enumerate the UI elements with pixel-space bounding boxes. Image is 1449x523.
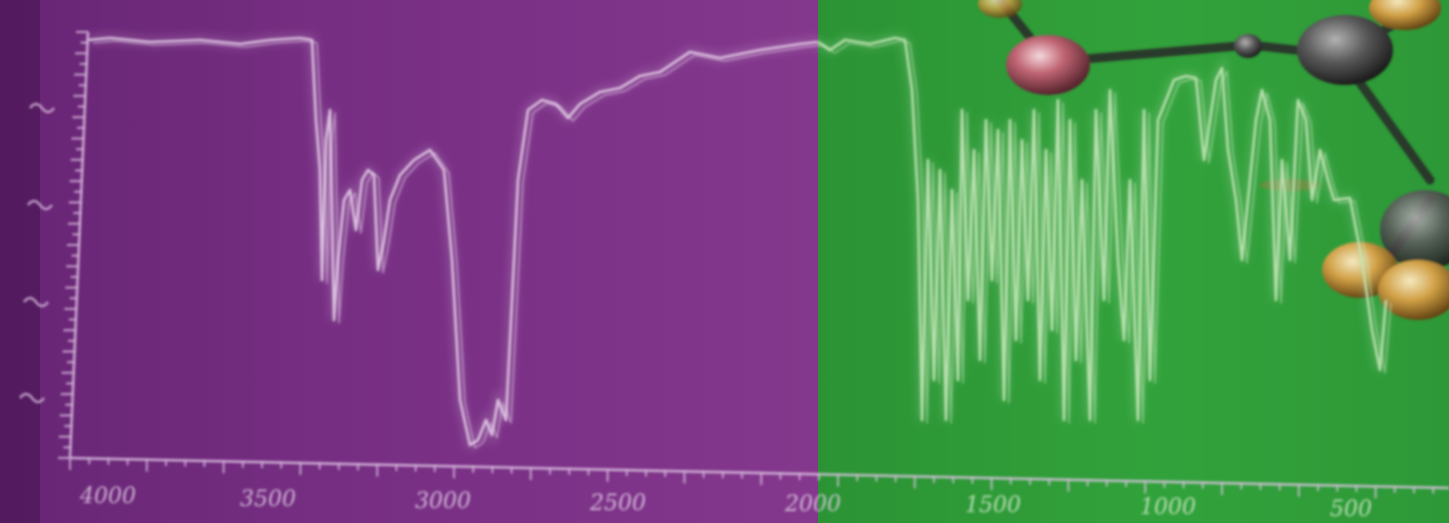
x-axis [69, 456, 1449, 490]
left-edge-shadow [0, 0, 40, 523]
x-tick-label: 2000 [784, 492, 841, 517]
x-axis-ticks [69, 458, 1435, 499]
x-tick-label: 1500 [965, 493, 1021, 518]
purple-panel [0, 0, 818, 523]
x-tick-label: 2500 [589, 491, 646, 516]
molecule-model [978, 0, 1449, 320]
spectrum-trace-left [87, 34, 824, 451]
y-tick-label-marks [19, 102, 55, 404]
spectrum-trace-right [816, 34, 1392, 424]
x-tick-label: 1000 [1140, 495, 1196, 520]
x-tick-label: 3000 [415, 489, 471, 514]
x-tick-label: 500 [1330, 497, 1372, 522]
x-tick-label: 3500 [240, 487, 296, 512]
x-tick-label: 4000 [79, 484, 136, 509]
y-axis-ticks [58, 31, 88, 459]
x-tick-labels: 4000 3500 3000 2500 2000 1500 1000 500 [79, 484, 1372, 522]
